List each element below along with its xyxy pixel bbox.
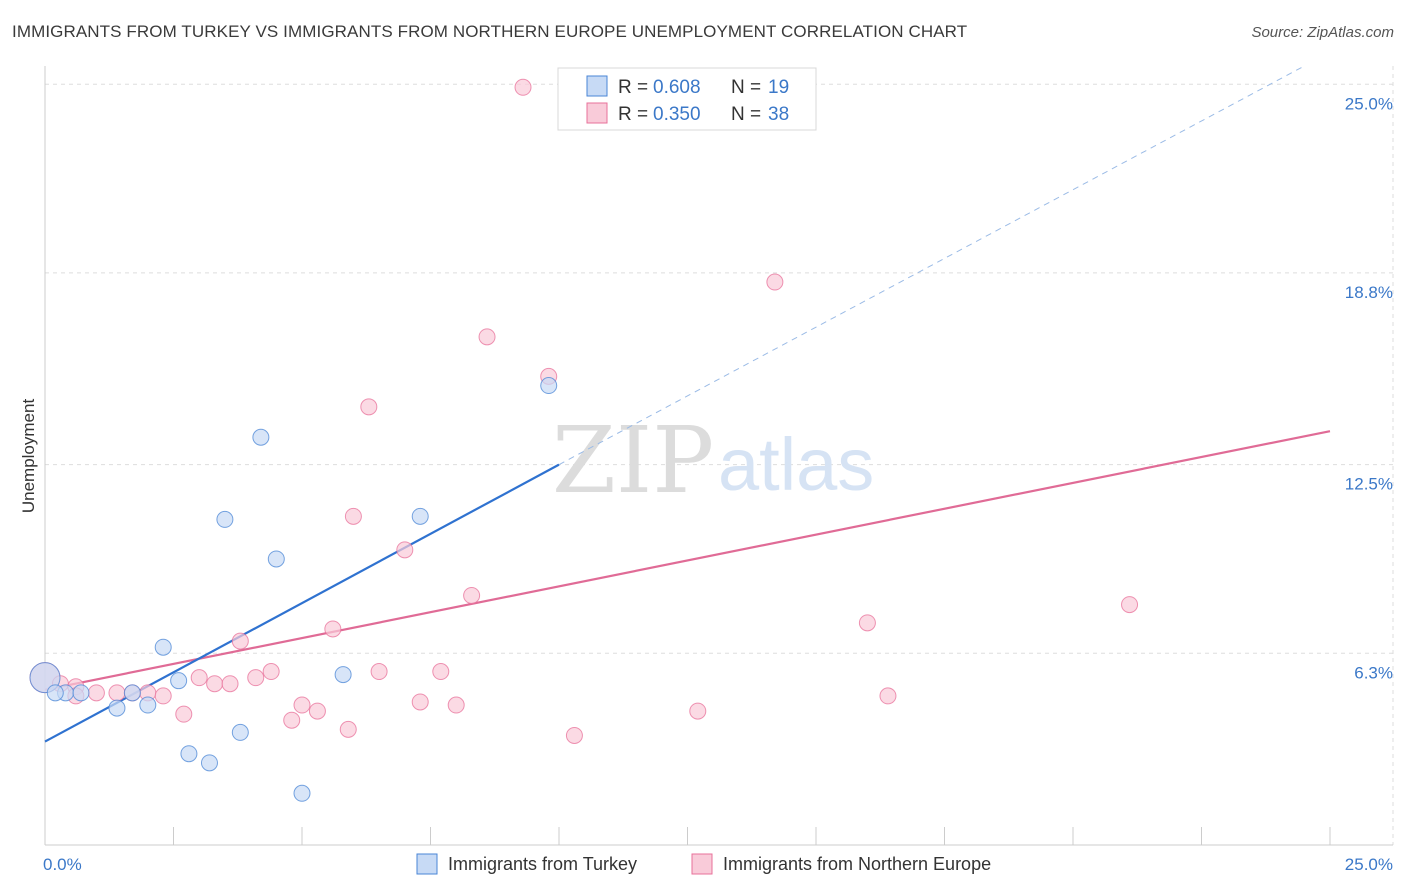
y-axis-label: Unemployment [19, 399, 38, 514]
point-turkey [170, 672, 188, 690]
legend-r-value-turkey: 0.608 [653, 77, 701, 98]
y-tick-label: 18.8% [1345, 283, 1393, 302]
bottom-legend-swatch-northern-europe [691, 853, 713, 875]
point-northern-europe [396, 541, 414, 559]
point-turkey [123, 684, 141, 702]
watermark: ZIP atlas [552, 407, 874, 514]
x-tick-label: 0.0% [43, 855, 82, 874]
point-turkey [411, 507, 429, 525]
legend-swatch-northern-europe [586, 102, 608, 124]
bottom-legend-label-turkey: Immigrants from Turkey [448, 854, 637, 874]
point-northern-europe [283, 711, 301, 729]
legend-r-label-northern-europe: R = [618, 104, 653, 125]
point-northern-europe [190, 669, 208, 687]
bottom-legend-label-northern-europe: Immigrants from Northern Europe [723, 854, 991, 874]
point-northern-europe [478, 328, 496, 346]
point-northern-europe [154, 687, 172, 705]
point-northern-europe [879, 687, 897, 705]
point-northern-europe [689, 702, 707, 720]
point-northern-europe [175, 705, 193, 723]
point-turkey [200, 754, 218, 772]
point-northern-europe [87, 684, 105, 702]
point-northern-europe [324, 620, 342, 638]
point-turkey [231, 723, 249, 741]
point-turkey [293, 784, 311, 802]
point-northern-europe [206, 675, 224, 693]
point-northern-europe [447, 696, 465, 714]
trend-line-turkey-extension [558, 65, 1305, 466]
point-northern-europe [344, 507, 362, 525]
point-northern-europe [858, 614, 876, 632]
legend-r-value-northern-europe: 0.350 [653, 104, 701, 125]
point-northern-europe [247, 669, 265, 687]
trend-line-northern-europe [44, 430, 1331, 691]
point-turkey [540, 377, 558, 395]
point-northern-europe [231, 632, 249, 650]
x-tick-label: 25.0% [1345, 855, 1393, 874]
point-turkey [108, 699, 126, 717]
point-northern-europe [1121, 596, 1139, 614]
point-northern-europe [108, 684, 126, 702]
legend-swatch-turkey [586, 75, 608, 97]
chart-title: IMMIGRANTS FROM TURKEY VS IMMIGRANTS FRO… [12, 22, 968, 41]
tick-labels: 6.3% 12.5% 18.8% 25.0% 0.0% 25.0% [43, 94, 1393, 874]
point-northern-europe [411, 693, 429, 711]
point-northern-europe [370, 663, 388, 681]
point-turkey [180, 745, 198, 763]
point-turkey [46, 684, 64, 702]
point-northern-europe [262, 663, 280, 681]
point-turkey [216, 510, 234, 528]
point-northern-europe [221, 675, 239, 693]
y-tick-label: 25.0% [1345, 94, 1393, 113]
point-turkey [72, 684, 90, 702]
point-northern-europe [463, 586, 481, 604]
point-turkey [139, 696, 157, 714]
point-turkey [267, 550, 285, 568]
point-northern-europe [360, 398, 378, 416]
point-northern-europe [565, 726, 583, 744]
legend-r-label-turkey: R = [618, 77, 653, 98]
watermark-zip: ZIP [552, 407, 714, 514]
points-layer [29, 78, 1139, 802]
bottom-legend: Immigrants from Turkey Immigrants from N… [416, 853, 991, 875]
watermark-atlas: atlas [718, 423, 874, 506]
legend-n-label-northern-europe: N = [731, 104, 766, 125]
point-turkey [154, 638, 172, 656]
point-northern-europe [308, 702, 326, 720]
axes-layer [44, 66, 1393, 846]
point-northern-europe [432, 663, 450, 681]
point-northern-europe [339, 720, 357, 738]
point-northern-europe [293, 696, 311, 714]
legend-n-value-turkey: 19 [768, 77, 789, 98]
y-tick-label: 6.3% [1354, 663, 1393, 682]
bottom-legend-swatch-turkey [416, 853, 438, 875]
legend-n-label-turkey: N = [731, 77, 766, 98]
point-turkey [334, 666, 352, 684]
point-northern-europe [514, 78, 532, 96]
point-turkey [252, 428, 270, 446]
chart-source: Source: ZipAtlas.com [1251, 24, 1394, 41]
legend-n-value-northern-europe: 38 [768, 104, 789, 125]
y-tick-label: 12.5% [1345, 475, 1393, 494]
point-northern-europe [766, 273, 784, 291]
top-legend: R = 0.608 N = 19 R = 0.350 N = 38 [557, 67, 817, 131]
